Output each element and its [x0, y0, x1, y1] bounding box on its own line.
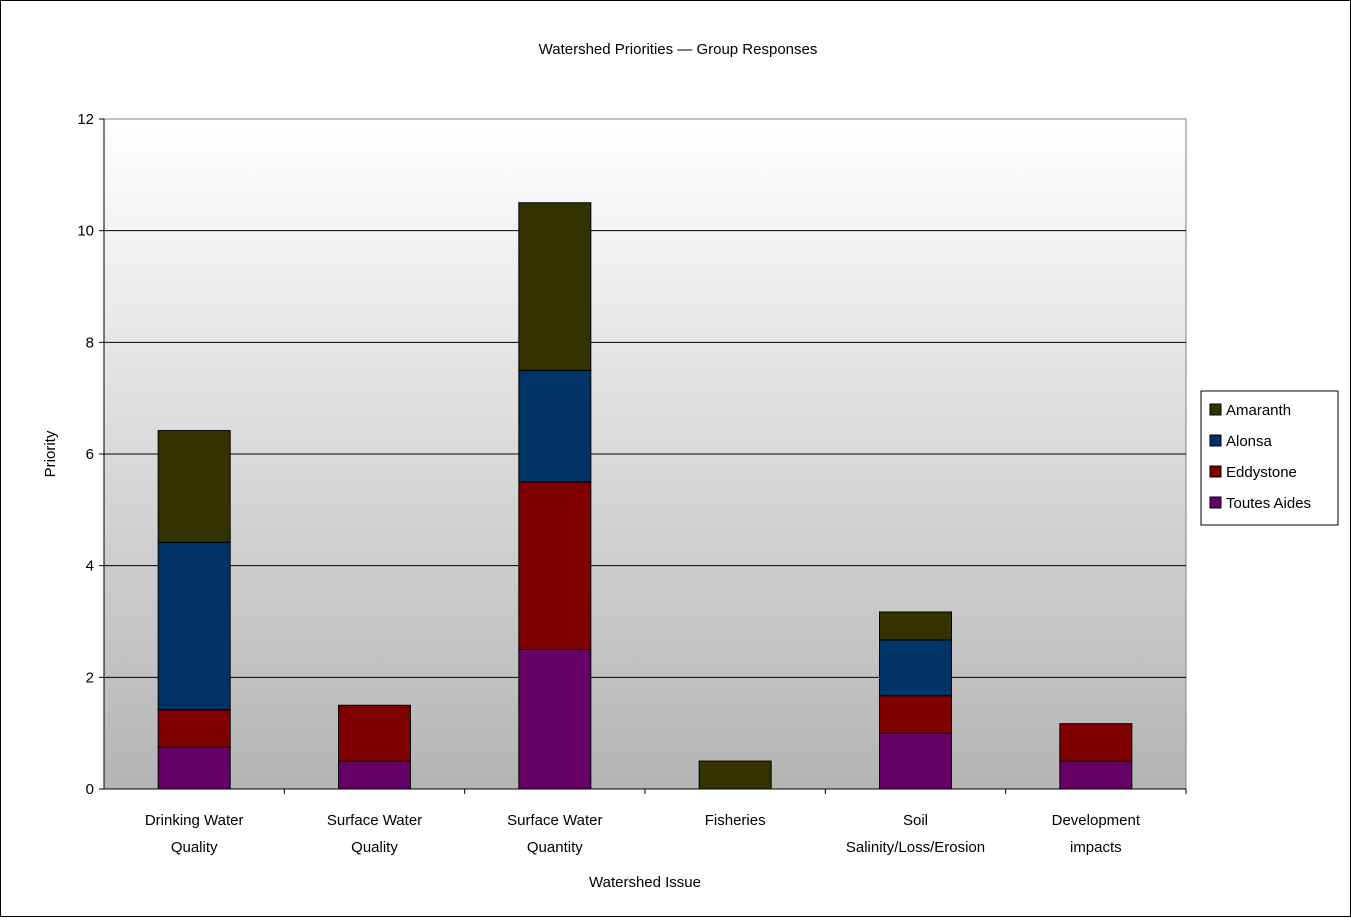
legend-label: Toutes Aides — [1226, 495, 1311, 512]
x-tick-label: Quality — [171, 839, 218, 856]
y-tick-label: 0 — [86, 781, 94, 798]
y-tick-label: 10 — [77, 223, 94, 240]
bar-segment — [157, 709, 231, 748]
y-tick-label: 2 — [86, 669, 94, 686]
x-tick-label: Quantity — [527, 839, 583, 856]
x-axis-label: Watershed Issue — [589, 874, 701, 891]
x-tick-label: Development — [1052, 812, 1141, 829]
y-axis: 0 2 4 6 8 10 12 — [77, 111, 105, 798]
bar-segment — [1059, 760, 1133, 790]
x-tick-label: Salinity/Loss/Erosion — [846, 839, 985, 856]
y-tick-label: 8 — [86, 334, 94, 351]
bar-segment — [879, 611, 952, 641]
y-tick-label: 4 — [86, 558, 94, 575]
legend-label: Alonsa — [1226, 433, 1273, 450]
bar-segment — [518, 369, 592, 483]
bar-segment — [879, 639, 952, 697]
y-axis-label: Priority — [42, 430, 59, 477]
legend-label: Amaranth — [1226, 402, 1291, 419]
x-tick-label: Soil — [903, 812, 928, 829]
y-tick-label: 12 — [77, 111, 94, 128]
bar-segment — [338, 704, 411, 762]
legend-swatch — [1209, 496, 1222, 509]
x-tick-label: impacts — [1070, 839, 1122, 856]
x-tick-label: Surface Water — [507, 812, 602, 829]
bar-segment — [879, 695, 952, 734]
bar-segment — [698, 760, 772, 790]
x-tick-label: Drinking Water — [145, 812, 244, 829]
x-tick-label: Fisheries — [705, 812, 766, 829]
bar-segment — [518, 648, 592, 790]
bar-segment — [1059, 723, 1133, 762]
legend-label: Eddystone — [1226, 464, 1297, 481]
bar-segment — [518, 481, 592, 650]
x-axis: Drinking Water Quality Surface Water Qualit… — [104, 788, 1187, 856]
bars — [157, 202, 1133, 790]
legend-swatch — [1209, 465, 1222, 478]
bar-segment — [157, 746, 231, 790]
legend-swatch — [1209, 403, 1222, 416]
bar-segment — [518, 202, 592, 371]
chart-title: Watershed Priorities — Group Responses — [539, 41, 818, 58]
bar-segment — [879, 732, 952, 790]
legend: Amaranth Alonsa Eddystone Toutes Aides — [1200, 390, 1339, 526]
bar-segment — [157, 541, 231, 711]
x-tick-label: Surface Water — [327, 812, 422, 829]
bar-segment — [338, 760, 411, 790]
legend-swatch — [1209, 434, 1222, 447]
x-tick-label: Quality — [351, 839, 398, 856]
y-tick-label: 6 — [86, 446, 94, 463]
gridlines — [104, 230, 1186, 678]
legend-box — [1200, 390, 1339, 526]
bar-segment — [157, 430, 231, 543]
